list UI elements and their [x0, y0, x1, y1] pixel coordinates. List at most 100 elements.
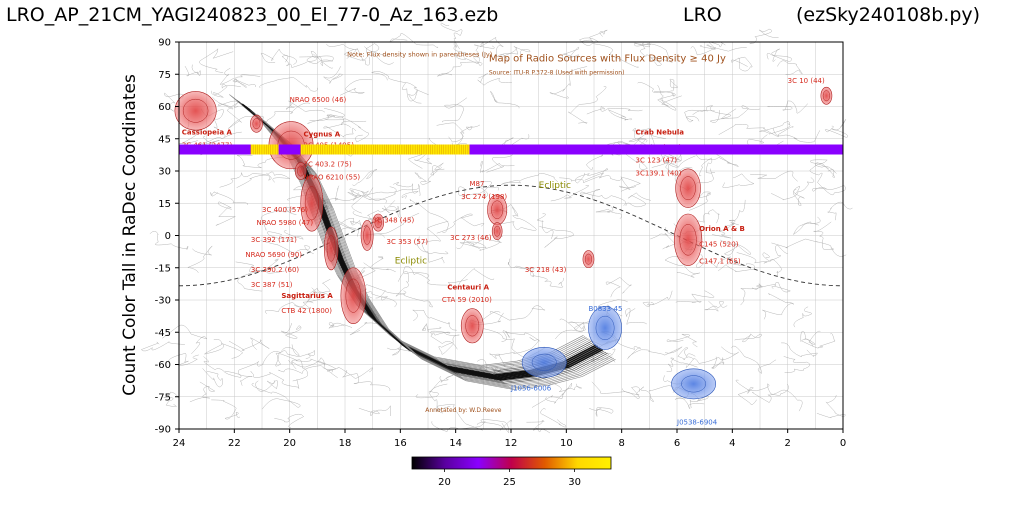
map-title: Map of Radio Sources with Flux Density ≥… [489, 53, 726, 64]
red-source-contour [680, 176, 696, 201]
contour-line [595, 206, 623, 220]
contour-line [771, 238, 847, 257]
contour-line [664, 155, 696, 177]
contour-line [288, 357, 338, 378]
contour-line [436, 122, 481, 134]
contour-line [634, 42, 670, 60]
contour-line [140, 341, 185, 352]
colorbar-tick-label: 20 [438, 477, 451, 488]
contour-line [187, 245, 213, 273]
blue-source-contour [681, 375, 707, 393]
strip-segment [250, 144, 279, 155]
contour-line [386, 344, 415, 356]
contour-line [531, 383, 583, 408]
map-annotations: Note: Flux density shown in parentheses … [182, 51, 825, 427]
red-source [673, 213, 703, 266]
contour-line [480, 419, 512, 433]
contour-line [559, 175, 622, 184]
contour-line [211, 399, 241, 420]
source-label: 3C139.1 (40) [636, 169, 682, 177]
contour-line [501, 330, 541, 342]
contour-line [323, 123, 357, 138]
red-source-contour [182, 98, 209, 123]
source-label: 3C 348 (45) [373, 217, 415, 225]
contour-line [507, 258, 535, 278]
contour-line [622, 386, 654, 402]
contour-line [202, 368, 223, 388]
contour-line [735, 379, 757, 405]
contour-line [421, 220, 449, 255]
contour-line [762, 252, 783, 277]
contour-line [328, 321, 353, 329]
plot-area: Note: Flux density shown in parentheses … [140, 22, 853, 434]
red-source-contour [584, 253, 593, 265]
red-source [372, 213, 385, 232]
colorbar-gradient [411, 456, 612, 470]
red-source-contour [252, 118, 261, 130]
x-tick-label: 6 [674, 438, 680, 449]
contour-line [501, 134, 530, 151]
galactic-plane-contour [251, 111, 607, 383]
contour-line [409, 198, 449, 233]
source-label: C145 (520) [699, 240, 739, 248]
source-label: Cygnus A [304, 131, 341, 139]
contour-line [381, 205, 401, 218]
contour-line [477, 73, 512, 86]
contour-line [526, 420, 551, 434]
contour-line [458, 181, 492, 200]
contour-line [731, 56, 753, 72]
x-tick-label: 22 [228, 438, 241, 449]
contour-line [438, 332, 460, 355]
contour-line [777, 60, 803, 75]
contour-line [650, 232, 676, 250]
strip-segment [300, 144, 470, 155]
red-source [294, 162, 307, 180]
contour-line [262, 344, 300, 364]
contour-line [752, 389, 803, 412]
contour-line [711, 356, 725, 369]
contour-line [642, 290, 673, 307]
title-script: (ezSky240108b.py) [796, 4, 981, 26]
x-tick-label: 16 [394, 438, 407, 449]
source-label: 3C 400 (576) [262, 206, 308, 214]
contour-line [781, 342, 818, 357]
contour-line [430, 330, 458, 350]
y-tick-label: 90 [158, 38, 171, 49]
contour-line [793, 185, 805, 206]
contour-line [589, 407, 614, 417]
contour-line [429, 375, 454, 393]
contour-line [448, 268, 495, 290]
contour-line [500, 173, 559, 185]
contour-line [197, 131, 242, 146]
red-source [460, 308, 484, 344]
contour-line [310, 51, 334, 69]
source-label: NRAO 6500 (46) [290, 96, 347, 104]
red-source [174, 91, 217, 131]
strip-segment [179, 144, 251, 155]
contour-line [539, 408, 567, 428]
red-source-contour [465, 315, 480, 337]
red-sources [174, 86, 833, 344]
map-annotated-by: Annotated by: W.D.Reeve [425, 407, 502, 414]
y-tick-label: -60 [155, 360, 171, 371]
strip-segment [469, 144, 843, 155]
contour-line [637, 78, 679, 93]
ecliptic-line [178, 184, 844, 287]
contour-line [693, 149, 739, 167]
source-label: 3C 392 (171) [251, 236, 297, 244]
contour-line [299, 53, 334, 64]
source-label: Sagittarius A [281, 292, 333, 300]
source-label: B0833-45 [588, 305, 622, 313]
contour-line [586, 106, 643, 115]
contour-line [722, 173, 755, 188]
data-strip [179, 144, 843, 155]
contour-line [440, 22, 463, 50]
blue-source-contour [595, 315, 615, 341]
x-tick-label: 10 [560, 438, 573, 449]
contour-line [338, 217, 362, 229]
contour-line [236, 154, 284, 169]
contour-line [199, 48, 234, 73]
contour-line [605, 277, 632, 298]
contour-line [363, 184, 421, 197]
blue-source-contour [531, 353, 557, 371]
